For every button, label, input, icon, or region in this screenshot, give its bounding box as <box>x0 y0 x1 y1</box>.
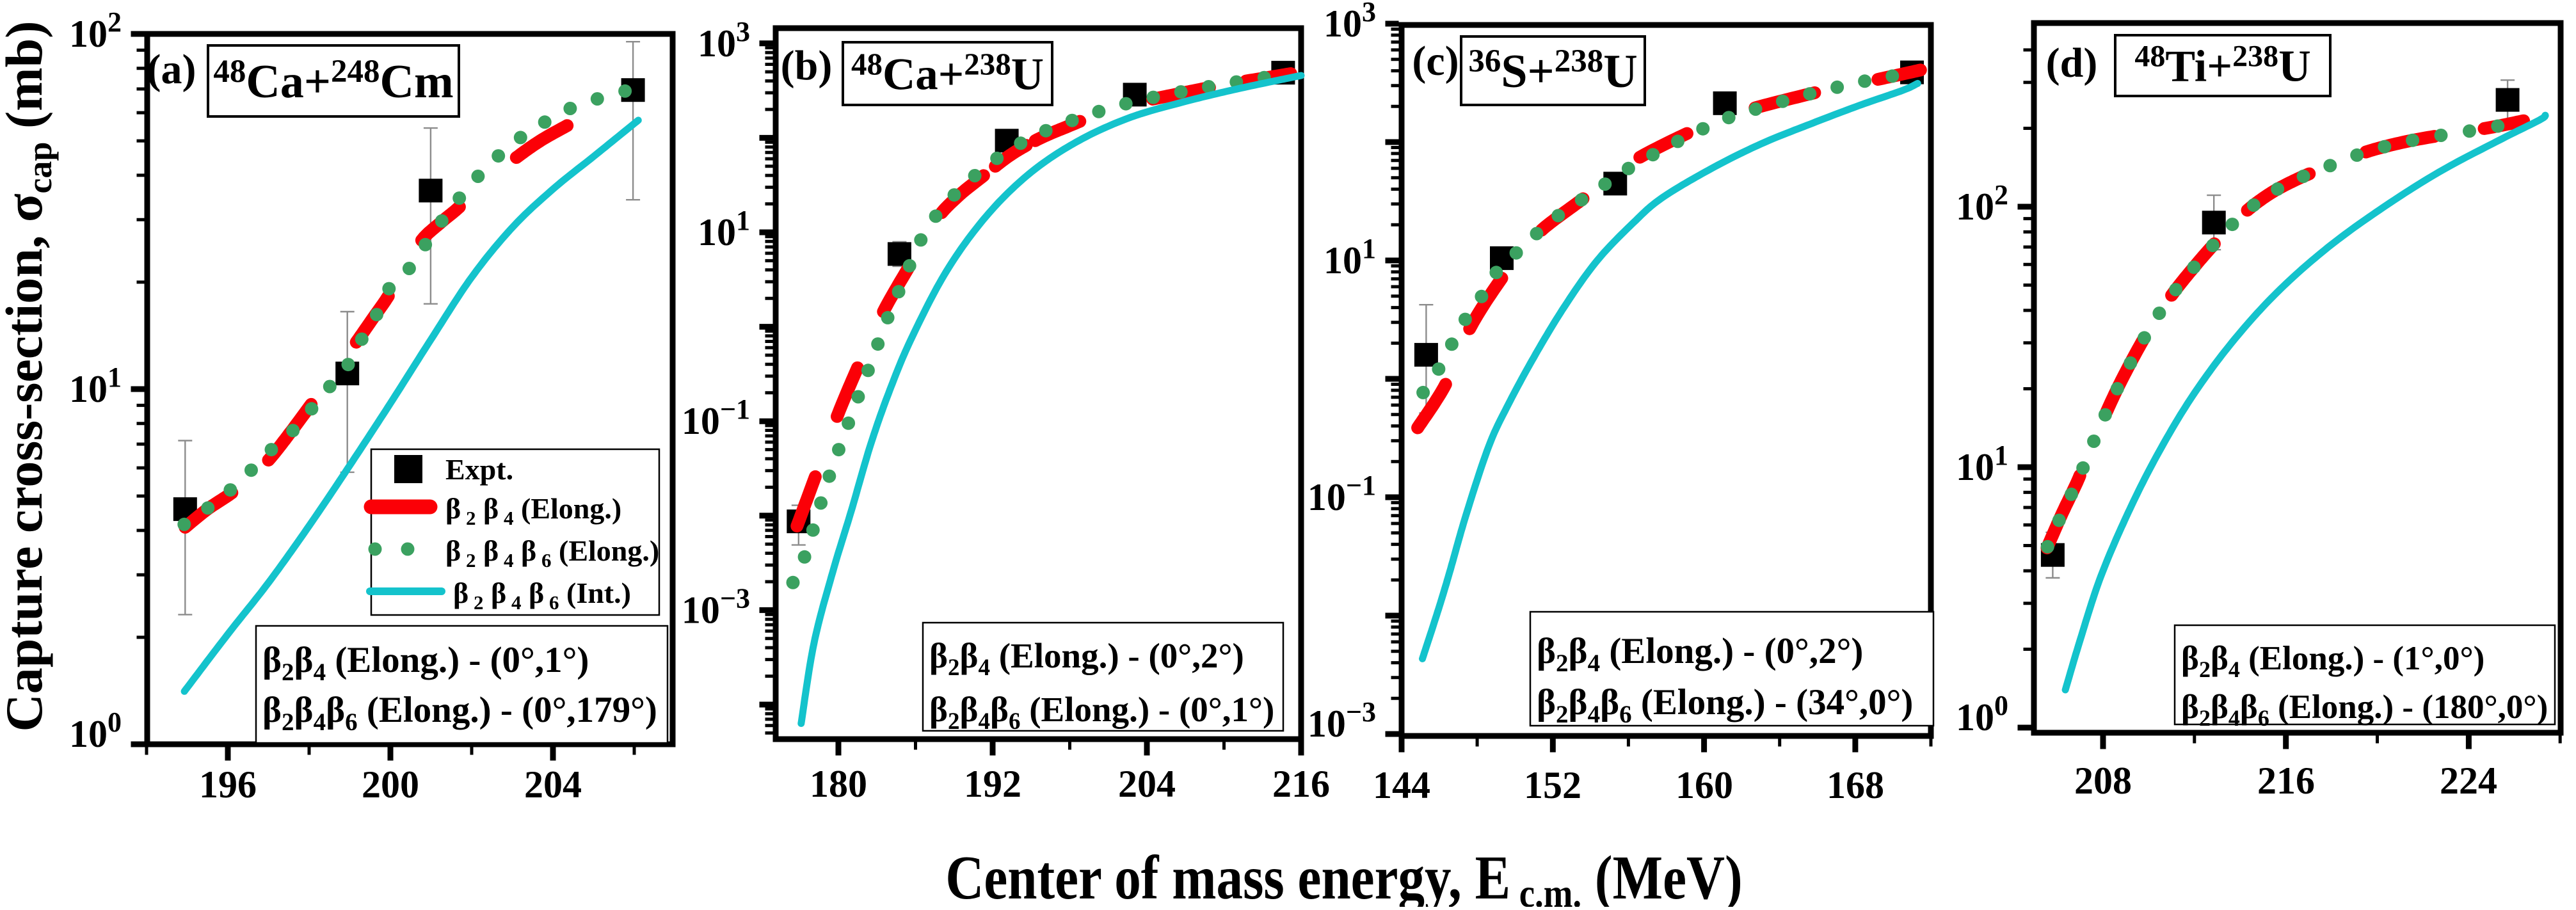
svg-text:β2β4 (Elong.) - (1°,0°): β2β4 (Elong.) - (1°,0°) <box>2181 640 2484 682</box>
svg-text:102: 102 <box>1956 179 2008 228</box>
svg-text:β2β4 (Elong.) - (0°,2°): β2β4 (Elong.) - (0°,2°) <box>1537 631 1863 677</box>
svg-text:β2β4β6 (Elong.) - (34°,0°): β2β4β6 (Elong.) - (34°,0°) <box>1537 682 1913 728</box>
svg-text:144: 144 <box>1373 764 1430 806</box>
svg-text:200: 200 <box>362 763 419 806</box>
svg-text:10−3: 10−3 <box>1308 696 1376 745</box>
svg-text:(d): (d) <box>2046 40 2098 86</box>
svg-text:152: 152 <box>1524 764 1581 806</box>
svg-text:β 2 β 4 (Elong.): β 2 β 4 (Elong.) <box>445 492 621 529</box>
svg-text:(c): (c) <box>1412 38 1459 84</box>
svg-text:10−1: 10−1 <box>1308 470 1376 518</box>
svg-text:48Ca+238U: 48Ca+238U <box>851 46 1044 99</box>
svg-text:β 2 β 4 β 6 (Int.): β 2 β 4 β 6 (Int.) <box>453 577 631 614</box>
svg-text:196: 196 <box>199 763 257 806</box>
svg-text:224: 224 <box>2440 760 2497 802</box>
svg-text:β2β4 (Elong.) - (0°,2°): β2β4 (Elong.) - (0°,2°) <box>929 636 1244 681</box>
svg-text:10−3: 10−3 <box>682 582 750 631</box>
svg-text:(b): (b) <box>781 42 833 89</box>
svg-text:180: 180 <box>810 763 867 805</box>
svg-text:100: 100 <box>69 706 122 755</box>
svg-text:10−1: 10−1 <box>682 394 750 442</box>
svg-text:192: 192 <box>964 763 1021 805</box>
svg-text:216: 216 <box>1272 763 1330 805</box>
svg-text:36S+238U: 36S+238U <box>1468 44 1637 98</box>
svg-text:48Ca+248Cm: 48Ca+248Cm <box>213 54 453 108</box>
svg-text:(a): (a) <box>147 46 196 93</box>
svg-text:β2β4β6 (Elong.) - (0°,179°): β2β4β6 (Elong.) - (0°,179°) <box>262 690 657 736</box>
svg-text:204: 204 <box>1118 763 1176 805</box>
svg-text:Expt.: Expt. <box>445 453 513 486</box>
svg-text:β2β4 (Elong.) - (0°,1°): β2β4 (Elong.) - (0°,1°) <box>262 640 589 686</box>
svg-text:204: 204 <box>524 763 582 806</box>
svg-text:β 2 β 4 β 6 (Elong.): β 2 β 4 β 6 (Elong.) <box>445 534 659 571</box>
svg-text:Center of mass energy, E c.m.: Center of mass energy, E c.m. (MeV) <box>945 843 1742 907</box>
svg-text:Capture cross-section, σcap (: Capture cross-section, σcap (mb) <box>0 20 59 731</box>
svg-text:208: 208 <box>2074 760 2132 802</box>
svg-text:β2β4β6 (Elong.) - (180°,0°): β2β4β6 (Elong.) - (180°,0°) <box>2181 689 2548 731</box>
svg-text:48Ti+238U: 48Ti+238U <box>2134 40 2310 92</box>
svg-text:216: 216 <box>2257 760 2315 802</box>
svg-text:β2β4β6 (Elong.) - (0°,1°): β2β4β6 (Elong.) - (0°,1°) <box>929 690 1274 735</box>
svg-text:160: 160 <box>1676 764 1733 806</box>
svg-text:168: 168 <box>1827 764 1884 806</box>
